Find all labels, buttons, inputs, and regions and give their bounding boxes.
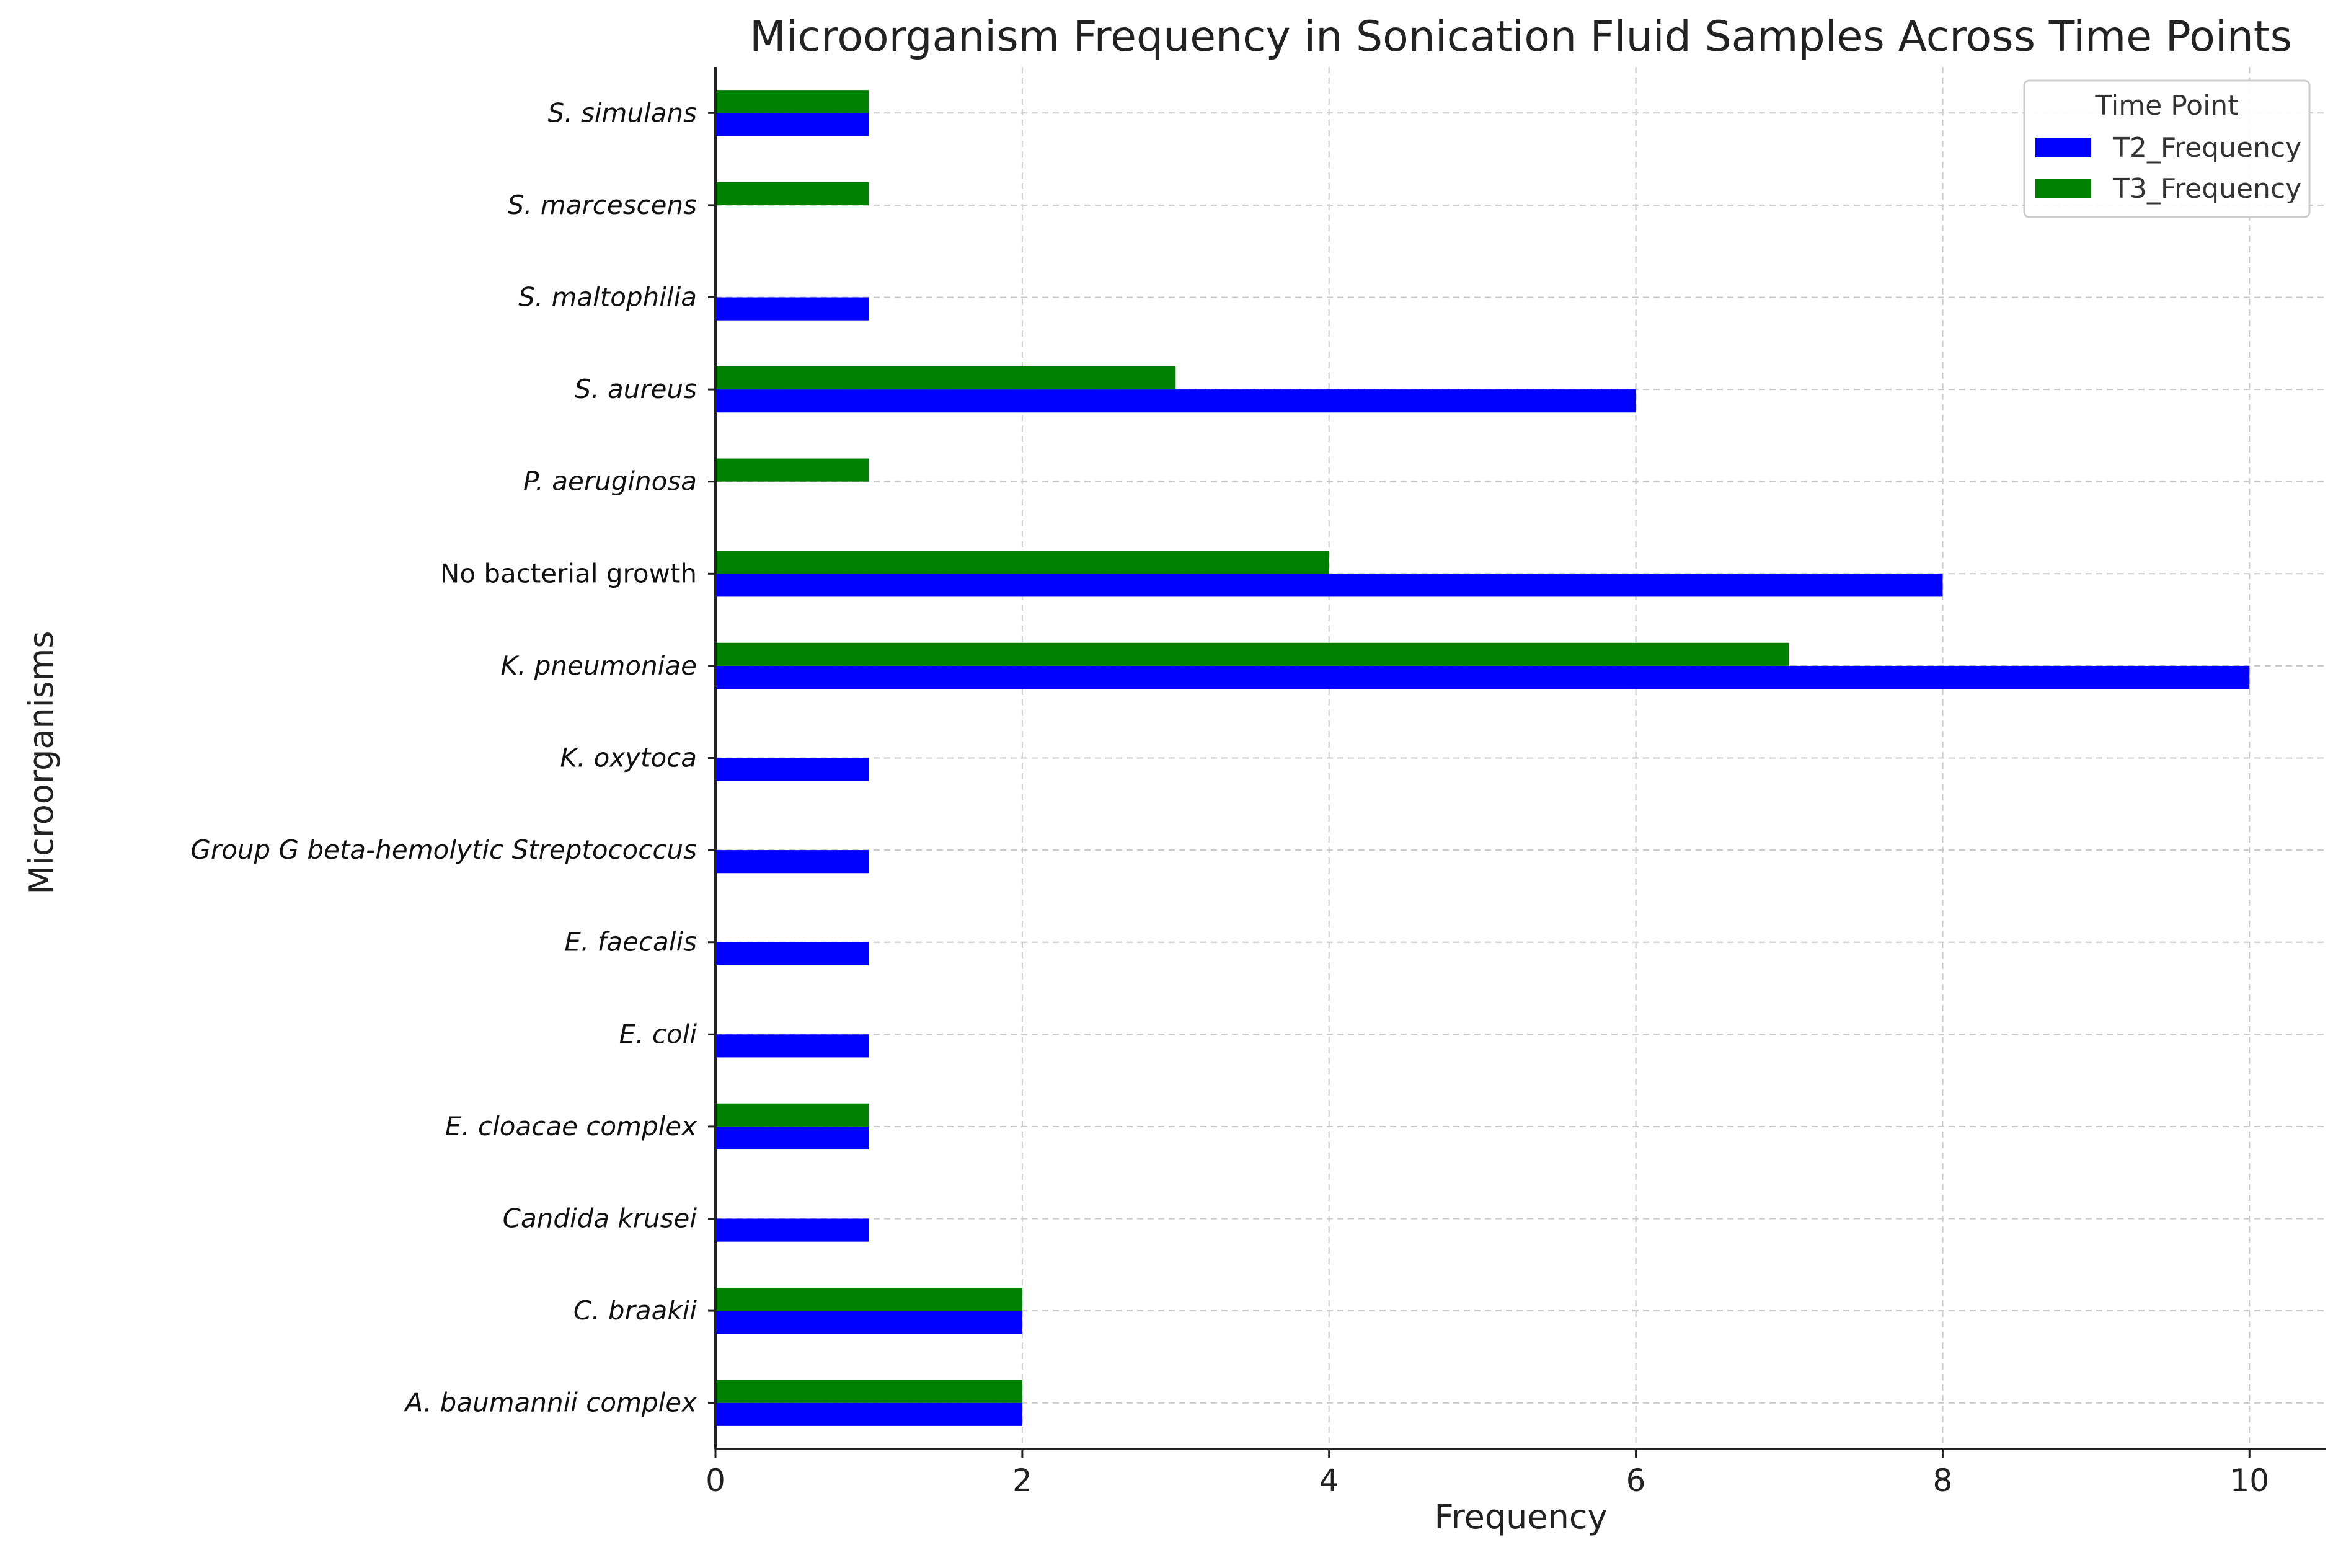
- bars: [715, 90, 2250, 1426]
- x-tick-label: 0: [706, 1463, 725, 1499]
- bar-t2: [715, 574, 1943, 597]
- y-tick-label: K. pneumoniae: [501, 650, 697, 681]
- gridlines: [715, 67, 2326, 1449]
- y-tick-label: K. oxytoca: [560, 743, 697, 773]
- y-tick-label: C. braakii: [573, 1295, 697, 1326]
- bar-t2: [715, 113, 869, 136]
- bar-t2: [715, 389, 1636, 413]
- y-tick-label: S. maltophilia: [518, 282, 697, 312]
- legend-swatch-t2: [2035, 138, 2091, 157]
- bar-t2: [715, 942, 869, 965]
- y-tick-label: A. baumannii complex: [403, 1388, 697, 1418]
- legend-box: [2023, 79, 2311, 218]
- bar-t3: [715, 182, 869, 205]
- bar-t3: [715, 551, 1329, 574]
- bar-t3: [715, 1380, 1022, 1403]
- y-tick-label: Group G beta-hemolytic Streptococcus: [190, 835, 697, 865]
- legend: Time Point T2_Frequency T3_Frequency: [2023, 79, 2311, 218]
- bar-t3: [715, 90, 869, 113]
- x-tick-label: 4: [1319, 1463, 1339, 1499]
- bar-t3: [715, 1103, 869, 1127]
- x-tick-label: 10: [2229, 1463, 2269, 1499]
- y-tick-label: E. faecalis: [564, 927, 697, 957]
- x-tick-label: 8: [1933, 1463, 1953, 1499]
- y-tick-label: S. simulans: [548, 97, 697, 128]
- legend-label-t2: T2_Frequency: [2112, 132, 2301, 164]
- y-tick-label: No bacterial growth: [440, 558, 697, 588]
- x-ticks: 0 2 4 6 8 10: [706, 1449, 2269, 1499]
- y-tick-label: Candida krusei: [503, 1203, 697, 1234]
- x-tick-label: 6: [1626, 1463, 1646, 1499]
- bar-t2: [715, 1126, 869, 1150]
- y-axis-label: Microorganisms: [22, 631, 61, 894]
- bar-t2: [715, 850, 869, 874]
- bar-t2: [715, 758, 869, 781]
- bar-t3: [715, 1287, 1022, 1311]
- bar-t2: [715, 1311, 1022, 1334]
- y-tick-label: P. aeruginosa: [523, 466, 697, 497]
- x-axis-label: Frequency: [1435, 1497, 1608, 1536]
- bar-t3: [715, 642, 1789, 666]
- x-tick-label: 2: [1012, 1463, 1032, 1499]
- bar-t2: [715, 665, 2250, 689]
- legend-title: Time Point: [2095, 90, 2239, 122]
- bar-t3: [715, 366, 1176, 390]
- legend-label-t3: T3_Frequency: [2112, 173, 2301, 205]
- y-ticks: A. baumannii complex C. braakii Candida kr…: [190, 97, 715, 1418]
- bar-t3: [715, 458, 869, 482]
- y-tick-label: S. aureus: [575, 374, 697, 404]
- legend-swatch-t3: [2035, 179, 2091, 198]
- bar-t2: [715, 1402, 1022, 1426]
- y-tick-label: E. coli: [619, 1019, 697, 1049]
- bar-t2: [715, 1218, 869, 1242]
- y-tick-label: E. cloacae complex: [445, 1111, 697, 1141]
- bar-t2: [715, 297, 869, 321]
- bar-t2: [715, 1034, 869, 1058]
- chart-title: Microorganism Frequency in Sonication Fl…: [750, 12, 2292, 61]
- y-tick-label: S. marcescens: [507, 190, 697, 220]
